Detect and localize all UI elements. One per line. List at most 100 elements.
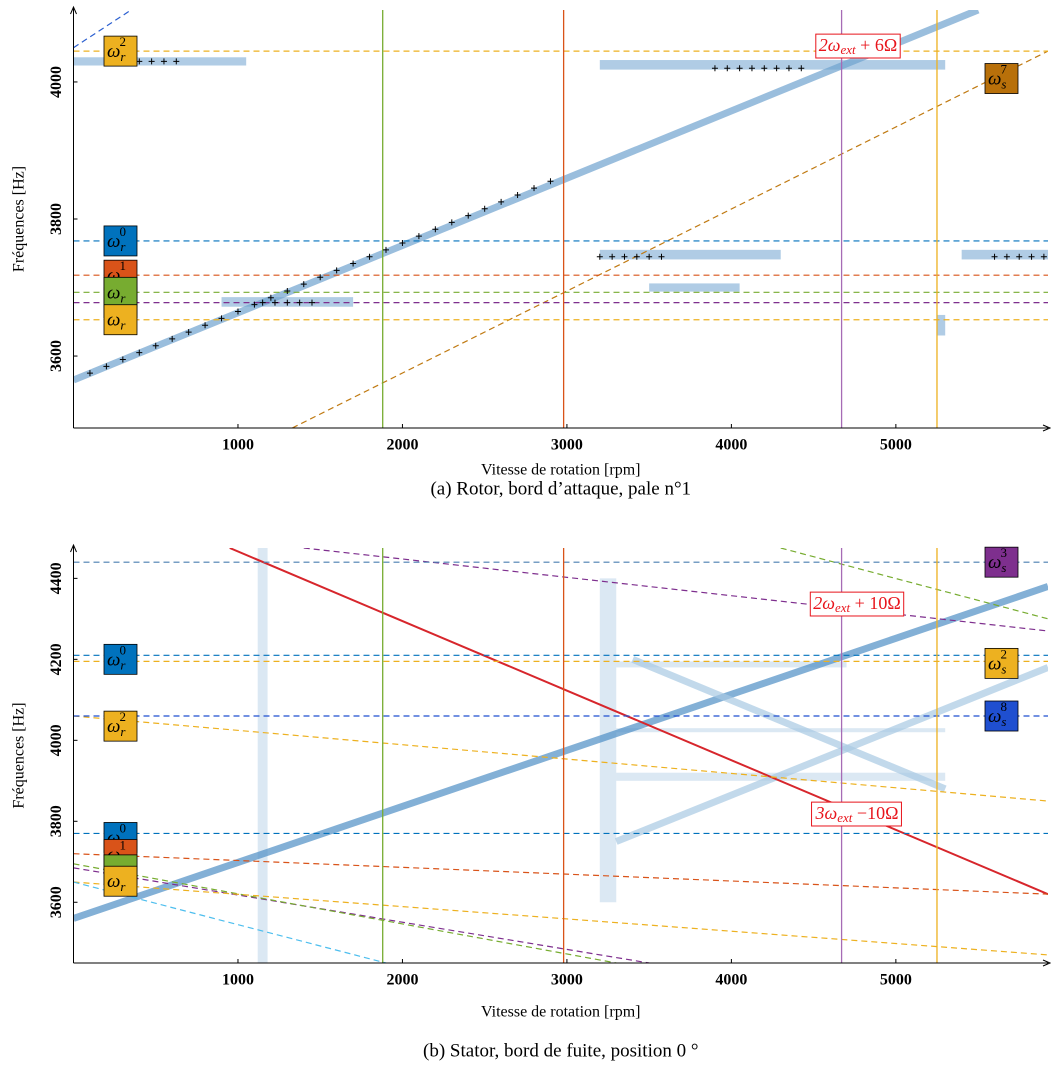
mode-label-text: ωr2 bbox=[107, 34, 126, 64]
annotation: 2ωext + 6Ω bbox=[815, 33, 901, 59]
spectral-band bbox=[616, 661, 847, 668]
mode-symbol: ω bbox=[107, 231, 120, 252]
peak-marker bbox=[399, 239, 406, 246]
annotation-box bbox=[815, 33, 901, 59]
y-axis-label: Fréquences [Hz] bbox=[11, 702, 28, 808]
solid-line bbox=[229, 548, 1048, 896]
annotation-sub: ext bbox=[835, 600, 851, 615]
x-tick-label: 1000 bbox=[222, 972, 254, 989]
peak-marker bbox=[531, 185, 538, 192]
peak-marker bbox=[251, 301, 258, 308]
mode-symbol: ω bbox=[988, 553, 1001, 574]
mode-label: ωr0 bbox=[103, 642, 138, 675]
peak-marker bbox=[160, 58, 167, 65]
peak-marker bbox=[448, 219, 455, 226]
plot-area bbox=[73, 548, 1048, 963]
mode-label-box bbox=[984, 647, 1019, 679]
peak-marker bbox=[202, 322, 209, 329]
peak-marker bbox=[1016, 253, 1023, 260]
mode-sup: 0 bbox=[119, 224, 126, 239]
mode-label-box bbox=[984, 63, 1019, 94]
peak-marker bbox=[736, 65, 743, 72]
mode-sub: s bbox=[1001, 77, 1006, 92]
spectral-band bbox=[961, 249, 1048, 260]
annotation-rest: + 10Ω bbox=[850, 593, 901, 613]
mode-label-box bbox=[103, 865, 138, 897]
peak-marker bbox=[296, 299, 303, 306]
peak-marker bbox=[633, 253, 640, 260]
mode-label-box bbox=[984, 546, 1019, 578]
spectral-band bbox=[257, 548, 268, 963]
peak-marker bbox=[333, 267, 340, 274]
peak-marker bbox=[103, 363, 110, 370]
peak-marker bbox=[785, 65, 792, 72]
x-axis-label: Vitesse de rotation [rpm] bbox=[481, 462, 640, 479]
peak-marker bbox=[761, 65, 768, 72]
x-tick-label: 4000 bbox=[715, 437, 747, 454]
peak-marker bbox=[415, 233, 422, 240]
peak-marker bbox=[259, 299, 266, 306]
x-tick-label: 5000 bbox=[880, 437, 912, 454]
mode-label-text: ωr bbox=[107, 310, 126, 333]
peak-marker bbox=[350, 260, 357, 267]
annotation-text: 2ωext + 10Ω bbox=[813, 593, 900, 615]
y-tick-label: 4200 bbox=[48, 643, 65, 675]
annotation-sub: ext bbox=[841, 42, 857, 57]
peak-marker bbox=[300, 281, 307, 288]
mode-symbol: ω bbox=[107, 650, 120, 671]
mode-sub: s bbox=[1001, 714, 1006, 729]
annotation-rest: −10Ω bbox=[852, 803, 898, 823]
peak-marker bbox=[271, 299, 278, 306]
peak-marker bbox=[284, 299, 291, 306]
y-arrow bbox=[70, 5, 77, 15]
mode-sup: 3 bbox=[1000, 545, 1007, 560]
mode-label-text: ωs8 bbox=[988, 699, 1007, 729]
peak-marker bbox=[317, 274, 324, 281]
y-axis-label: Fréquences [Hz] bbox=[11, 166, 28, 272]
peak-marker bbox=[991, 253, 998, 260]
y-tick-label: 3600 bbox=[48, 886, 65, 918]
mode-symbol: ω bbox=[107, 310, 120, 331]
mode-symbol: ω bbox=[988, 706, 1001, 727]
x-tick-label: 2000 bbox=[386, 437, 418, 454]
mode-sub: s bbox=[1001, 560, 1006, 575]
y-tick-label: 4000 bbox=[48, 724, 65, 756]
mode-symbol: ω bbox=[107, 41, 120, 62]
ridge-line bbox=[73, 583, 1048, 922]
spectral-band bbox=[936, 314, 946, 336]
x-tick-label: 1000 bbox=[222, 437, 254, 454]
peak-marker bbox=[185, 329, 192, 336]
mode-label-text: ωr0 bbox=[107, 224, 126, 254]
y-tick-label: 3800 bbox=[48, 805, 65, 837]
dashed-line bbox=[73, 881, 1048, 956]
mode-label-box bbox=[103, 225, 138, 257]
mode-label: ωr2 bbox=[103, 34, 138, 67]
mode-sup: 2 bbox=[1000, 646, 1007, 661]
annotation-text: 3ωext −10Ω bbox=[815, 803, 899, 825]
annotation: 3ωext −10Ω bbox=[811, 801, 902, 827]
peak-marker bbox=[547, 178, 554, 185]
peak-marker bbox=[798, 65, 805, 72]
mode-label-text: ωr bbox=[107, 283, 126, 306]
y-tick-label: 3600 bbox=[48, 340, 65, 372]
peak-marker bbox=[152, 342, 159, 349]
peak-marker bbox=[284, 287, 291, 294]
peak-marker bbox=[234, 308, 241, 315]
peak-marker bbox=[86, 370, 93, 377]
dashed-line bbox=[780, 548, 1048, 620]
peak-marker bbox=[724, 65, 731, 72]
peak-marker bbox=[711, 65, 718, 72]
mode-symbol: ω bbox=[107, 283, 120, 304]
mode-sup: 0 bbox=[119, 642, 126, 657]
peak-marker bbox=[136, 349, 143, 356]
peak-marker bbox=[432, 226, 439, 233]
mode-label-text: ωs7 bbox=[988, 62, 1007, 92]
ridge-line bbox=[631, 656, 947, 793]
mode-sup: 8 bbox=[1000, 699, 1007, 714]
spectral-band bbox=[599, 60, 946, 70]
x-tick-label: 4000 bbox=[715, 972, 747, 989]
peak-marker bbox=[173, 58, 180, 65]
annotation-main: 2ω bbox=[819, 35, 841, 55]
peak-marker bbox=[498, 198, 505, 205]
